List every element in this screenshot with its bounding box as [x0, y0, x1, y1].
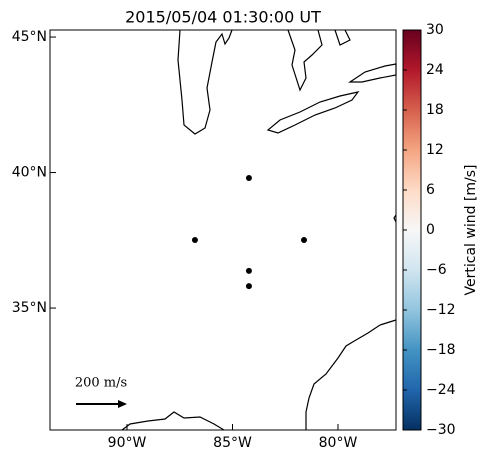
colorbar-tick-label: −18 [426, 342, 456, 358]
colorbar-tick-label: 12 [426, 142, 444, 158]
point [245, 283, 252, 290]
map-frame [49, 29, 397, 431]
colorbar-tick-label: 18 [426, 102, 444, 118]
colorbar-tick-label: −12 [426, 302, 456, 318]
scale-label: 200 m/s [75, 376, 127, 391]
point [301, 237, 308, 244]
colorbar-tick-label: −24 [426, 382, 456, 398]
colorbar-tick-label: 0 [426, 222, 435, 238]
x-tick-label: 80°W [319, 435, 358, 451]
point [245, 267, 252, 274]
colorbar-tick-label: 6 [426, 182, 435, 198]
scale-arrowhead [118, 400, 127, 408]
colorbar-label: Vertical wind [m/s] [463, 165, 479, 296]
x-tick-label: 85°W [213, 435, 252, 451]
colorbar-tick-label: 30 [426, 22, 444, 38]
colorbar-tick-label: 24 [426, 62, 444, 78]
point [245, 174, 252, 181]
chart-title: 2015/05/04 01:30:00 UT [125, 8, 321, 27]
y-tick-label: 35°N [12, 300, 47, 316]
coastlines [121, 29, 397, 431]
colorbar-tick-label: −6 [426, 262, 447, 278]
point [191, 237, 198, 244]
y-tick-label: 40°N [12, 165, 47, 181]
y-tick-label: 45°N [12, 29, 47, 45]
colorbar-tick-label: −30 [426, 422, 456, 438]
x-tick-label: 90°W [108, 435, 147, 451]
